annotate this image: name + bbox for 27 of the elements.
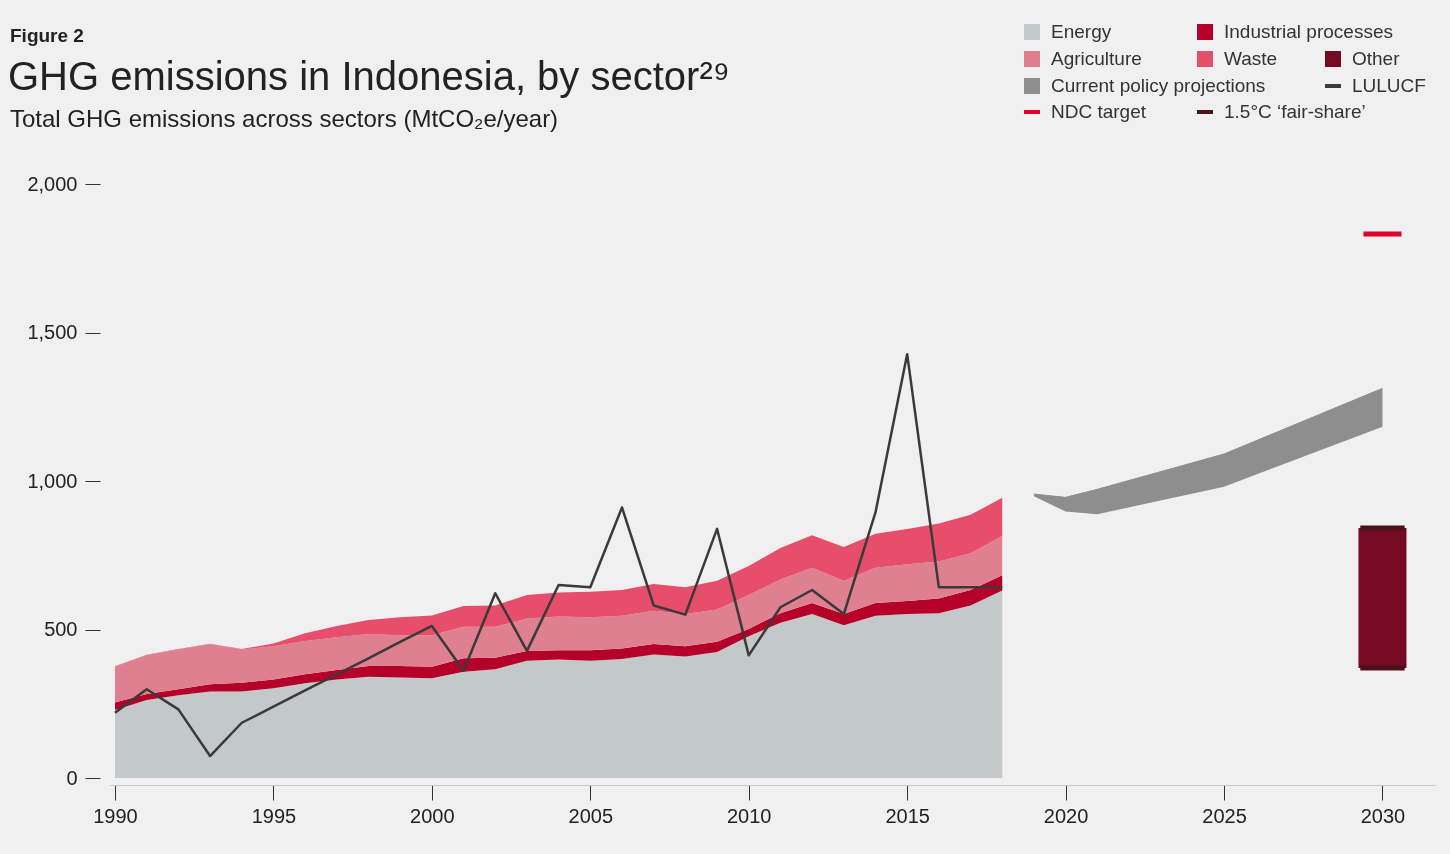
chart-title: GHG emissions in Indonesia, by sector²⁹ <box>8 54 730 98</box>
x-tick-label: 2025 <box>1202 804 1247 827</box>
chart-subtitle: Total GHG emissions across sectors (MtCO₂e/year) <box>10 105 559 132</box>
caption: Figure 2 <box>10 25 84 46</box>
legend-label: Waste <box>1224 48 1278 69</box>
legend-label: NDC target <box>1051 101 1147 122</box>
x-tick-label: 2030 <box>1360 804 1406 827</box>
legend-label: Industrial processes <box>1224 21 1393 42</box>
x-tick-label: 2020 <box>1043 804 1089 827</box>
legend-label: Current policy projections <box>1051 75 1266 96</box>
x-tick-label: 2015 <box>885 804 930 827</box>
x-tick-label: 2005 <box>568 804 614 827</box>
y-tick-label: 2,000 <box>27 172 78 195</box>
y-tick-label: 500 <box>44 618 78 640</box>
legend-label: Energy <box>1051 21 1112 42</box>
legend-label: LULUCF <box>1352 75 1426 96</box>
x-tick-label: 2010 <box>726 804 772 827</box>
x-tick-label: 2000 <box>410 804 455 827</box>
y-tick-label: 1,000 <box>27 469 78 492</box>
y-tick-label: 0 <box>66 766 78 789</box>
legend-label: Other <box>1352 48 1401 69</box>
legend-label: Agriculture <box>1051 48 1142 69</box>
legend-label: 1.5°C ‘fair-share’ <box>1224 101 1366 122</box>
y-tick-label: 1,500 <box>27 321 78 343</box>
x-tick-label: 1990 <box>93 804 138 827</box>
line-series <box>113 352 1004 758</box>
x-tick-label: 1995 <box>251 804 297 827</box>
